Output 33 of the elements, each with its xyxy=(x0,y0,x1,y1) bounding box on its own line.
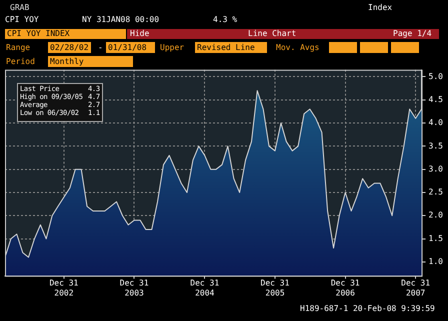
x-tick-label: Dec 31 2006 xyxy=(330,278,360,298)
y-tick-label: 1.5 xyxy=(428,234,444,243)
x-tick-label: Dec 31 2004 xyxy=(190,278,220,298)
x-tick-label: Dec 31 2003 xyxy=(120,278,149,298)
text: NY 31JAN08 00:00 xyxy=(82,15,160,25)
text: GRAB xyxy=(10,3,30,13)
y-tick-label: 1.0 xyxy=(428,256,444,266)
text: 4.3 % xyxy=(213,15,238,25)
text: Range xyxy=(6,43,30,53)
text: Revised Line xyxy=(197,43,255,53)
y-tick-label: 2.5 xyxy=(428,188,444,197)
y-tick-label: 3.5 xyxy=(428,141,444,150)
y-tick-label: 5.0 xyxy=(428,72,444,81)
y-tick-label: 3.0 xyxy=(428,164,444,174)
text: Hide xyxy=(130,29,150,39)
text: Line Chart xyxy=(248,29,296,39)
text: Upper xyxy=(160,43,184,53)
text: Monthly xyxy=(50,57,84,67)
y-tick-label: 2.0 xyxy=(428,210,444,220)
x-tick-label: Dec 31 2007 xyxy=(401,278,430,298)
text: Mov. Avgs xyxy=(276,43,320,53)
text: - xyxy=(98,43,103,53)
x-tick-label: Dec 31 2005 xyxy=(260,278,290,298)
x-tick-label: Dec 31 2002 xyxy=(49,278,79,298)
y-tick-label: 4.5 xyxy=(428,94,444,104)
text: Page 1/4 xyxy=(393,29,432,39)
text: 01/31/08 xyxy=(108,43,147,53)
text: CPI YOY xyxy=(5,15,39,25)
y-tick-label: 4.0 xyxy=(428,118,444,128)
text: H189-687-1 20-Feb-08 9:39:59 xyxy=(300,304,435,314)
text: Index xyxy=(368,3,392,13)
text: Period xyxy=(6,57,35,67)
chart-title: CPI YOY INDEX xyxy=(7,29,70,39)
